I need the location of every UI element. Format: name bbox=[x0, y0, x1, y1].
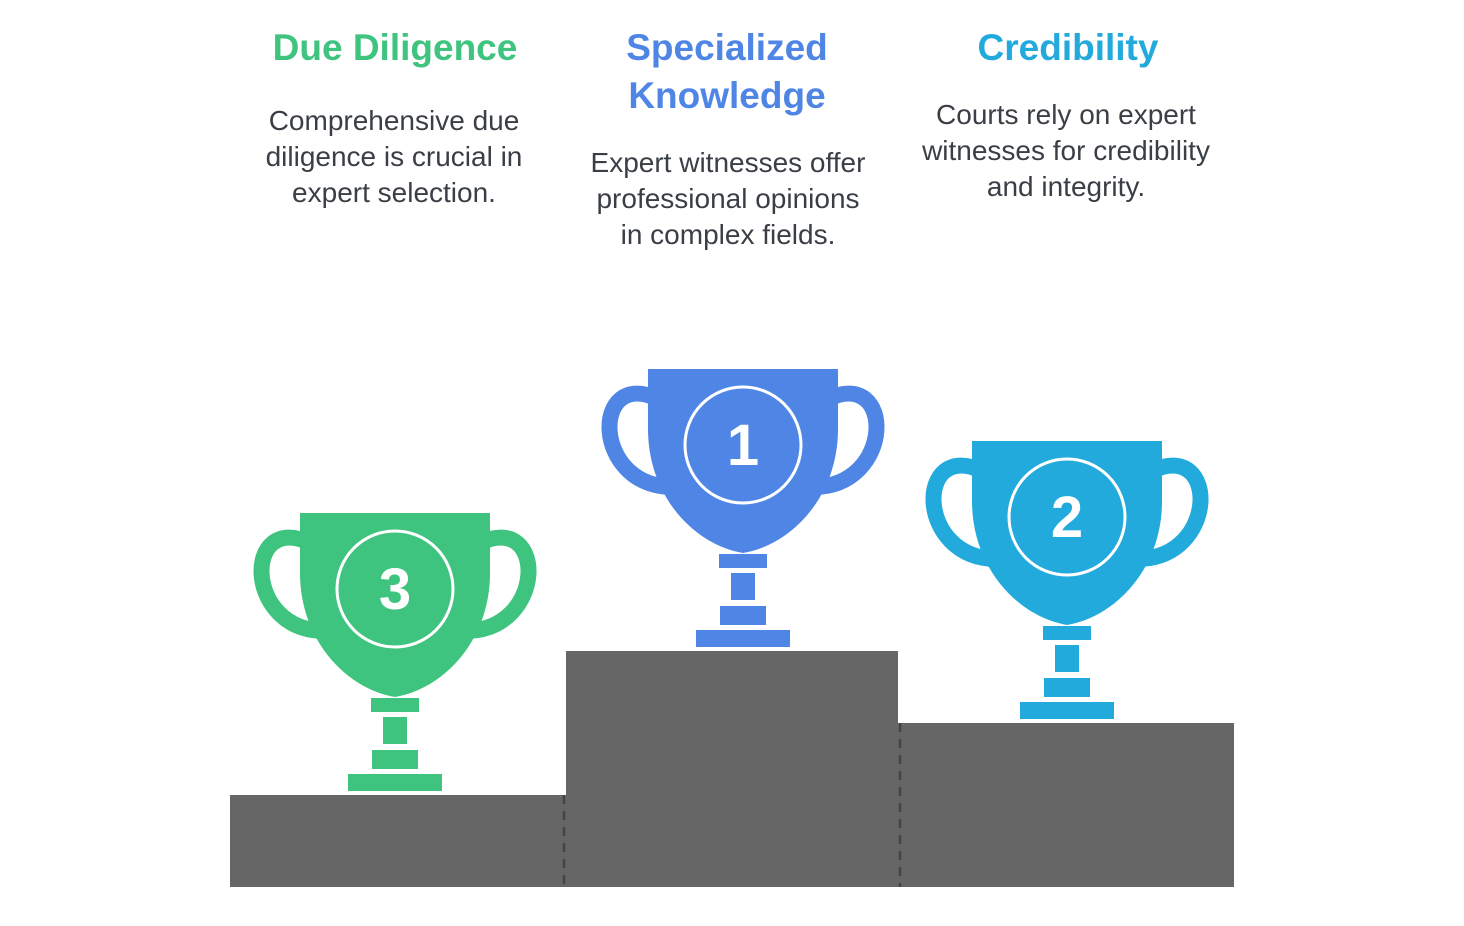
rank-number-first: 1 bbox=[727, 413, 759, 478]
description-specialized-knowledge: Expert witnesses offer professional opin… bbox=[590, 147, 866, 250]
rank-number-second: 2 bbox=[1051, 485, 1083, 550]
title-credibility: Credibility bbox=[977, 27, 1159, 68]
title-specialized-knowledge: Specialized Knowledge bbox=[577, 24, 877, 120]
title-line-1: Specialized bbox=[626, 27, 828, 68]
trophy-icon: 3 bbox=[261, 513, 528, 791]
title-line-2: Knowledge bbox=[628, 75, 826, 116]
podium-block-first bbox=[566, 651, 898, 887]
podium-block-second bbox=[898, 723, 1234, 887]
rank-number-third: 3 bbox=[379, 557, 411, 622]
title-due-diligence: Due Diligence bbox=[272, 27, 518, 68]
description-due-diligence: Comprehensive due diligence is crucial i… bbox=[265, 105, 523, 208]
trophy-icon: 2 bbox=[933, 441, 1200, 719]
description-credibility: Courts rely on expert witnesses for cred… bbox=[922, 99, 1210, 202]
trophy-icon: 1 bbox=[609, 369, 876, 647]
podium-block-third bbox=[230, 795, 566, 887]
